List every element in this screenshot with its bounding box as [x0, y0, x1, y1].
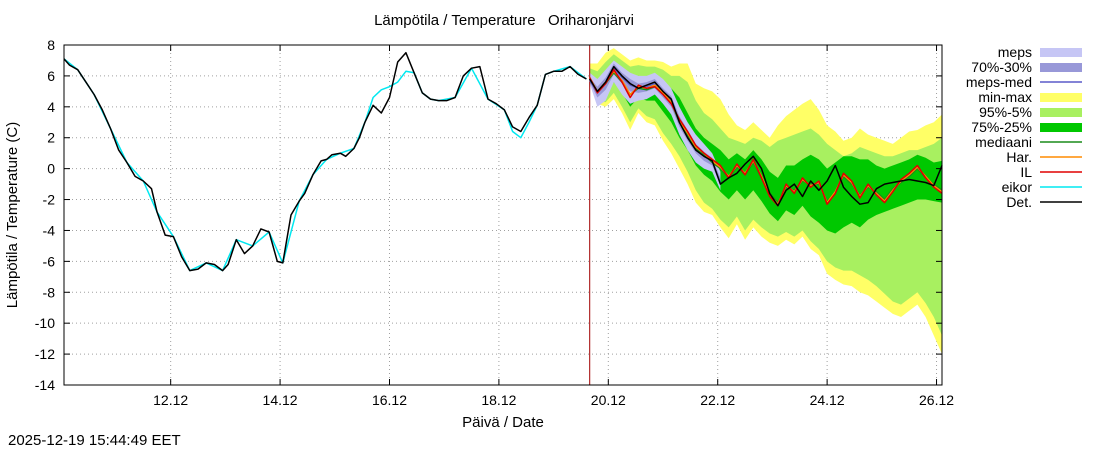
y-tick-label: -2	[43, 192, 56, 208]
series-il	[589, 68, 943, 207]
legend-label: meps	[998, 44, 1032, 60]
legend-label: Har.	[1006, 149, 1032, 165]
legend-item-meps: meps	[998, 44, 1082, 60]
y-axis: -14 -12 -10 -8 -6 -4 -2 0 2 4 6 8	[35, 37, 942, 393]
legend-item-eikor: eikor	[1002, 179, 1082, 195]
legend-item-det: Det.	[1006, 194, 1082, 210]
legend-label: eikor	[1002, 179, 1033, 195]
legend-label: 70%-30%	[971, 59, 1032, 75]
x-tick-label: 12.12	[153, 392, 188, 408]
x-axis-title: Päivä / Date	[462, 414, 544, 431]
x-tick-label: 24.12	[810, 392, 845, 408]
legend-item-meps-70-30: 70%-30%	[971, 59, 1082, 75]
x-tick-label: 14.12	[263, 392, 298, 408]
series-eikor	[63, 58, 587, 272]
y-tick-label: 6	[47, 68, 55, 84]
x-tick-label: 16.12	[372, 392, 407, 408]
legend-label: meps-med	[966, 74, 1032, 90]
series-observed	[63, 51, 587, 272]
legend-item-meps-med: meps-med	[966, 74, 1082, 90]
legend-label: 75%-25%	[971, 119, 1032, 135]
lines-layer	[63, 45, 943, 385]
x-axis: 12.12 14.12 16.12 18.12 20.12 22.12 24.12 26.12	[153, 45, 954, 408]
plot-frame	[63, 44, 943, 386]
legend-swatch	[1040, 93, 1082, 102]
band-meps	[589, 60, 721, 191]
bands-layer	[589, 48, 942, 355]
legend-label: 95%-5%	[979, 104, 1032, 120]
legend-item-minmax: min-max	[978, 89, 1082, 105]
y-tick-label: 2	[47, 130, 55, 146]
legend-swatch	[1040, 123, 1082, 132]
y-tick-label: -10	[35, 315, 55, 331]
legend-label: min-max	[978, 89, 1032, 105]
y-tick-label: 8	[47, 37, 55, 53]
legend-swatch	[1040, 48, 1082, 57]
legend-swatch	[1040, 63, 1082, 72]
y-tick-label: -4	[43, 222, 56, 238]
timestamp: 2025-12-19 15:44:49 EET	[8, 432, 181, 449]
legend-label: Det.	[1006, 194, 1032, 210]
x-tick-label: 20.12	[591, 392, 626, 408]
y-tick-label: -14	[35, 377, 55, 393]
legend-item-mediaani: mediaani	[975, 134, 1082, 150]
y-tick-label: 4	[47, 99, 55, 115]
y-axis-title: Lämpötila / Temperature (C)	[4, 122, 21, 308]
legend-item-p75-25: 75%-25%	[971, 119, 1082, 135]
y-tick-label: 0	[47, 161, 55, 177]
legend-label: mediaani	[975, 134, 1032, 150]
y-tick-label: -8	[43, 284, 56, 300]
series-forecast-det	[589, 65, 943, 207]
legend-item-il: IL	[1020, 164, 1082, 180]
x-tick-label: 26.12	[919, 392, 954, 408]
legend-swatch	[1040, 108, 1082, 117]
legend-item-p95-5: 95%-5%	[979, 104, 1082, 120]
legend: meps70%-30%meps-medmin-max95%-5%75%-25%m…	[966, 44, 1082, 210]
x-tick-label: 22.12	[700, 392, 735, 408]
y-tick-label: -6	[43, 253, 56, 269]
chart-title: Lämpötila / Temperature Oriharonjärvi	[374, 12, 634, 29]
legend-label: IL	[1020, 164, 1032, 180]
legend-item-har: Har.	[1006, 149, 1082, 165]
y-tick-label: -12	[35, 346, 55, 362]
x-tick-label: 18.12	[481, 392, 516, 408]
